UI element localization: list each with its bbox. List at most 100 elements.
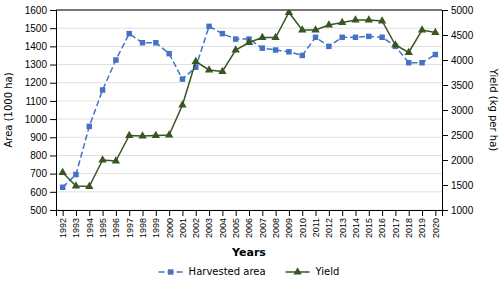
tick: 1300 xyxy=(25,59,56,70)
tick-label: 5000 xyxy=(451,5,474,16)
tick-label: 600 xyxy=(30,187,47,198)
tick-mark xyxy=(103,210,104,216)
legend-symbol xyxy=(293,267,301,274)
tick-label: 2015 xyxy=(364,218,374,238)
tick-label: 1500 xyxy=(451,180,474,191)
tick: 1995 xyxy=(98,210,108,238)
y2-axis: 100015002000250030003500400045005000 xyxy=(442,5,474,216)
tick: 2019 xyxy=(417,210,427,238)
grid-line xyxy=(56,28,442,29)
tick-mark xyxy=(409,210,410,216)
tick-label: 1300 xyxy=(25,59,48,70)
tick-label: 900 xyxy=(30,132,47,143)
tick: 2012 xyxy=(324,210,334,238)
series-marker xyxy=(391,40,399,47)
tick: 1000 xyxy=(442,205,474,216)
tick-mark xyxy=(435,210,436,216)
series-line xyxy=(63,13,436,187)
series-line xyxy=(63,26,436,187)
grid-line xyxy=(56,191,442,192)
series-marker xyxy=(100,87,105,92)
tick-mark xyxy=(169,210,170,216)
tick-label: 1998 xyxy=(138,218,148,238)
tick-label: 1999 xyxy=(151,218,161,238)
tick-label: 2500 xyxy=(451,130,474,141)
tick: 2013 xyxy=(338,210,348,238)
tick: 2005 xyxy=(231,210,241,238)
tick-label: 1995 xyxy=(98,218,108,238)
tick-label: 1400 xyxy=(25,41,48,52)
series-marker xyxy=(431,28,439,35)
tick-mark xyxy=(395,210,396,216)
y2-axis-title: Yield (kg per ha) xyxy=(488,68,499,151)
axis-line xyxy=(57,211,443,217)
tick-mark xyxy=(50,155,56,156)
tick: 2017 xyxy=(391,210,401,238)
grid-line xyxy=(56,100,442,101)
tick: 1999 xyxy=(151,210,161,238)
series-marker xyxy=(178,100,186,107)
tick: 2500 xyxy=(442,130,474,141)
tick-label: 2003 xyxy=(204,218,214,238)
tick: 1200 xyxy=(25,77,56,88)
tick: 3000 xyxy=(442,105,474,116)
tick-mark xyxy=(76,210,77,216)
tick-label: 2000 xyxy=(165,218,175,238)
grid-line xyxy=(56,155,442,156)
tick: 2011 xyxy=(311,210,321,237)
series-marker xyxy=(218,67,226,74)
tick-label: 2012 xyxy=(324,218,334,238)
tick: 1993 xyxy=(71,210,81,238)
tick: 4500 xyxy=(442,30,474,41)
tick-mark xyxy=(182,210,183,216)
tick-mark xyxy=(63,210,64,216)
tick-label: 2008 xyxy=(271,218,281,238)
tick-mark xyxy=(442,60,448,61)
tick-mark xyxy=(50,192,56,193)
tick: 2016 xyxy=(377,210,387,238)
tick-mark xyxy=(50,65,56,66)
series-marker xyxy=(245,38,253,45)
tick-mark xyxy=(50,101,56,102)
tick-label: 1000 xyxy=(451,205,474,216)
series-marker xyxy=(125,131,133,138)
tick: 2000 xyxy=(165,210,175,238)
series-marker xyxy=(271,33,279,40)
tick-mark xyxy=(209,210,210,216)
tick-mark xyxy=(442,110,448,111)
series-marker xyxy=(339,35,344,40)
tick-mark xyxy=(50,119,56,120)
tick: 1100 xyxy=(25,96,56,107)
legend-label: Yield xyxy=(315,266,340,277)
tick-mark xyxy=(302,210,303,216)
series-marker xyxy=(405,48,413,55)
series-marker xyxy=(153,40,158,45)
tick: 1994 xyxy=(85,210,95,238)
tick-mark xyxy=(50,28,56,29)
legend-item: Harvested area xyxy=(159,266,266,277)
series-marker xyxy=(220,31,225,36)
legend-label: Harvested area xyxy=(189,266,266,277)
tick-mark xyxy=(442,10,448,11)
tick: 600 xyxy=(30,187,56,198)
tick-label: 1500 xyxy=(25,23,48,34)
series-marker xyxy=(87,124,92,129)
tick-label: 2005 xyxy=(231,218,241,238)
tick-mark xyxy=(50,10,56,11)
tick-label: 2011 xyxy=(311,218,321,237)
tick-label: 1996 xyxy=(111,218,121,238)
series-marker xyxy=(126,31,131,36)
tick: 800 xyxy=(30,150,56,161)
tick-label: 1994 xyxy=(85,218,95,238)
y-axis-title: Area (1000 ha) xyxy=(3,72,14,147)
series-marker xyxy=(406,60,411,65)
tick-mark xyxy=(50,83,56,84)
series-marker xyxy=(300,53,305,58)
tick-mark xyxy=(329,210,330,216)
tick-mark xyxy=(249,210,250,216)
tick-mark xyxy=(262,210,263,216)
frame-top xyxy=(56,10,442,11)
tick-mark xyxy=(89,210,90,216)
tick: 2010 xyxy=(298,210,308,238)
tick-mark xyxy=(442,185,448,186)
